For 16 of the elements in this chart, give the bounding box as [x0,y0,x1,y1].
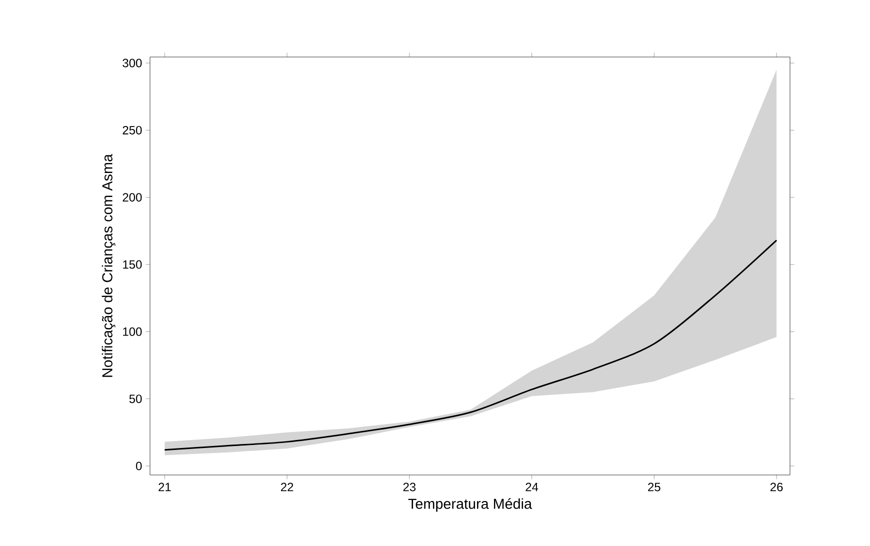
x-tick-label: 23 [403,482,416,492]
x-tick-label: 25 [648,482,660,492]
y-tick-label: 250 [122,126,142,134]
x-tick-label: 21 [158,482,171,492]
y-tick-label: 150 [123,260,142,269]
y-tick-label: 0 [136,462,142,470]
line-series [164,240,778,451]
y-axis-title: Notificação de Crianças com Asma [102,154,116,377]
x-tick-label: 24 [526,482,538,492]
y-tick-label: 50 [129,394,142,404]
x-tick-label: 26 [770,482,783,492]
y-tick-label: 300 [122,58,142,68]
y-tick-label: 200 [122,193,142,202]
y-tick-label: 100 [123,327,142,336]
x-tick-label: 22 [280,482,294,492]
x-axis-title: Temperatura Média [408,498,532,512]
